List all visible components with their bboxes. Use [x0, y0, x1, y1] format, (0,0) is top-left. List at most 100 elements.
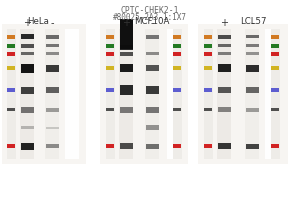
Bar: [119, 143, 133, 149]
Bar: [65, 29, 79, 159]
Bar: [218, 44, 230, 47]
Bar: [7, 35, 15, 39]
Bar: [271, 52, 279, 55]
Bar: [46, 64, 59, 71]
Bar: [7, 66, 15, 70]
Bar: [245, 108, 259, 111]
Bar: [271, 144, 279, 148]
Bar: [100, 24, 188, 164]
Bar: [271, 66, 279, 70]
Text: CPTC-CHEK2-1: CPTC-CHEK2-1: [121, 6, 179, 15]
Bar: [20, 126, 34, 129]
Bar: [245, 44, 259, 47]
Bar: [145, 29, 159, 159]
Bar: [119, 52, 133, 56]
Bar: [20, 107, 34, 113]
Bar: [7, 144, 15, 148]
Bar: [245, 87, 259, 93]
Text: -: -: [150, 18, 154, 28]
Bar: [46, 44, 59, 47]
Bar: [20, 87, 34, 94]
Text: MCF10A: MCF10A: [134, 17, 170, 26]
Bar: [173, 35, 181, 39]
Bar: [46, 144, 59, 148]
Bar: [106, 108, 114, 111]
Bar: [245, 29, 259, 159]
Bar: [7, 88, 15, 92]
Bar: [119, 107, 133, 113]
Bar: [271, 29, 280, 159]
Bar: [106, 29, 115, 159]
Bar: [146, 52, 158, 55]
Bar: [20, 64, 34, 73]
Bar: [173, 52, 181, 55]
Bar: [271, 35, 279, 39]
Bar: [46, 87, 59, 93]
Bar: [203, 29, 212, 159]
Text: -: -: [50, 18, 54, 28]
Bar: [204, 35, 212, 39]
Bar: [7, 29, 16, 159]
Bar: [106, 44, 114, 48]
Bar: [20, 143, 34, 150]
Bar: [46, 127, 59, 129]
Bar: [119, 45, 133, 50]
Bar: [204, 66, 212, 70]
Bar: [119, 85, 133, 95]
Bar: [119, 64, 133, 72]
Bar: [204, 52, 212, 55]
Bar: [45, 29, 59, 159]
Bar: [106, 52, 114, 55]
Bar: [271, 88, 279, 92]
Bar: [20, 52, 34, 55]
Text: HeLa: HeLa: [27, 17, 49, 26]
Bar: [7, 108, 15, 111]
Bar: [245, 35, 259, 38]
Bar: [218, 107, 230, 112]
Bar: [173, 108, 181, 111]
Bar: [245, 64, 259, 71]
Bar: [46, 35, 59, 39]
Bar: [146, 35, 158, 39]
Bar: [146, 86, 158, 94]
Bar: [271, 44, 279, 48]
Bar: [106, 35, 114, 39]
Text: LCL57: LCL57: [240, 17, 266, 26]
Bar: [204, 144, 212, 148]
Bar: [218, 52, 230, 55]
Text: +: +: [122, 18, 130, 28]
Bar: [217, 29, 231, 159]
Bar: [146, 107, 158, 113]
Bar: [245, 52, 259, 55]
Bar: [20, 34, 34, 39]
Bar: [119, 19, 133, 49]
Bar: [146, 125, 158, 130]
Bar: [218, 87, 230, 93]
Text: +: +: [23, 18, 31, 28]
Text: #80025-2A3-1:1X7: #80025-2A3-1:1X7: [113, 13, 187, 22]
Bar: [119, 29, 133, 159]
Bar: [7, 44, 15, 48]
Text: +: +: [220, 18, 228, 28]
Bar: [46, 52, 59, 55]
Bar: [173, 44, 181, 48]
Bar: [218, 143, 230, 149]
Bar: [204, 108, 212, 111]
Bar: [172, 29, 182, 159]
Bar: [173, 88, 181, 92]
Bar: [204, 44, 212, 48]
Bar: [173, 66, 181, 70]
Bar: [218, 64, 230, 72]
Bar: [173, 144, 181, 148]
Text: -: -: [250, 18, 254, 28]
Bar: [245, 144, 259, 149]
Bar: [218, 35, 230, 39]
Bar: [271, 108, 279, 111]
Bar: [198, 24, 288, 164]
Bar: [167, 29, 181, 159]
Bar: [204, 88, 212, 92]
Bar: [265, 29, 279, 159]
Bar: [20, 29, 34, 159]
Bar: [7, 52, 15, 55]
Bar: [146, 65, 158, 71]
